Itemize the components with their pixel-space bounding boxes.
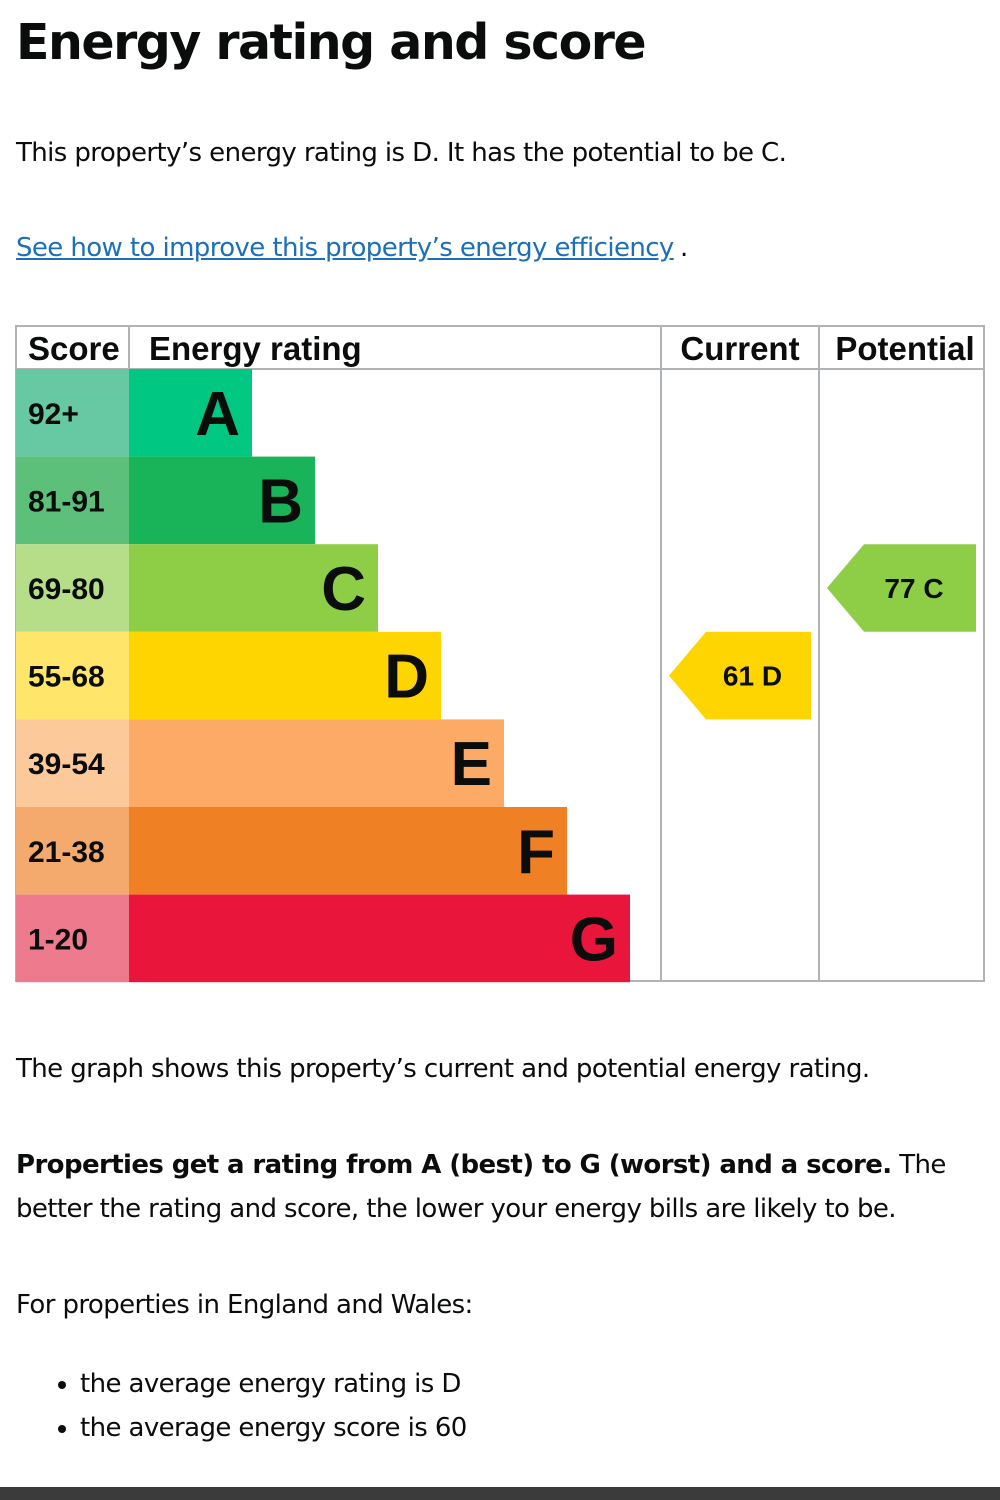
page-bottom-bar	[0, 1487, 1000, 1500]
score-cell-f	[16, 807, 129, 895]
energy-rating-header: Energy rating	[149, 330, 362, 367]
average-score-item: the average energy score is 60	[80, 1406, 467, 1450]
potential-rating-arrow	[827, 544, 976, 632]
current-rating-label: 61 D	[723, 661, 782, 692]
current-header: Current	[680, 330, 799, 367]
score-header: Score	[28, 330, 120, 367]
graph-explanation: The graph shows this property’s current …	[16, 1054, 870, 1084]
rating-letter-c: C	[321, 555, 366, 624]
score-cell-b	[16, 456, 129, 545]
average-rating-item: the average energy rating is D	[80, 1362, 467, 1406]
rating-letter-b: B	[258, 467, 303, 536]
rating-bar-g	[129, 894, 630, 983]
rating-bar-e	[129, 719, 504, 807]
rating-letter-f: F	[517, 818, 555, 887]
rating-explanation-bold: Properties get a rating from A (best) to…	[16, 1150, 892, 1180]
score-range-c: 69-80	[28, 573, 105, 606]
rating-bar-a	[129, 369, 252, 457]
rating-bar-c	[129, 544, 378, 632]
potential-header: Potential	[835, 330, 974, 367]
rating-explanation: Properties get a rating from A (best) to…	[16, 1143, 991, 1231]
improve-efficiency-link[interactable]: See how to improve this property’s energ…	[16, 233, 674, 263]
averages-list: the average energy rating is D the avera…	[46, 1362, 467, 1450]
score-cell-g	[16, 894, 129, 983]
rating-letter-g: G	[570, 905, 618, 974]
rating-letter-a: A	[195, 380, 240, 449]
score-range-f: 21-38	[28, 836, 105, 869]
score-range-d: 55-68	[28, 661, 105, 694]
page-title: Energy rating and score	[16, 14, 647, 71]
rating-letter-d: D	[384, 643, 429, 712]
regional-intro: For properties in England and Wales:	[16, 1290, 473, 1320]
rating-explanation-rest: The better the rating and score, the low…	[16, 1150, 946, 1224]
score-cell-c	[16, 544, 129, 632]
current-rating-arrow	[669, 631, 811, 720]
score-cell-e	[16, 719, 129, 807]
energy-rating-chart: Score Energy rating Current Potential 92…	[15, 325, 985, 983]
score-range-g: 1-20	[28, 923, 88, 956]
rating-bar-f	[129, 807, 567, 895]
score-cell-a	[16, 369, 129, 457]
potential-rating-label: 77 C	[884, 573, 943, 604]
rating-summary: This property’s energy rating is D. It h…	[16, 138, 787, 168]
rating-bar-d	[129, 631, 441, 720]
score-range-a: 92+	[28, 398, 79, 431]
rating-letter-e: E	[451, 730, 492, 799]
score-range-e: 39-54	[28, 748, 105, 781]
score-cell-d	[16, 631, 129, 720]
link-period: .	[680, 233, 689, 263]
score-range-b: 81-91	[28, 485, 105, 518]
rating-bar-b	[129, 456, 315, 545]
